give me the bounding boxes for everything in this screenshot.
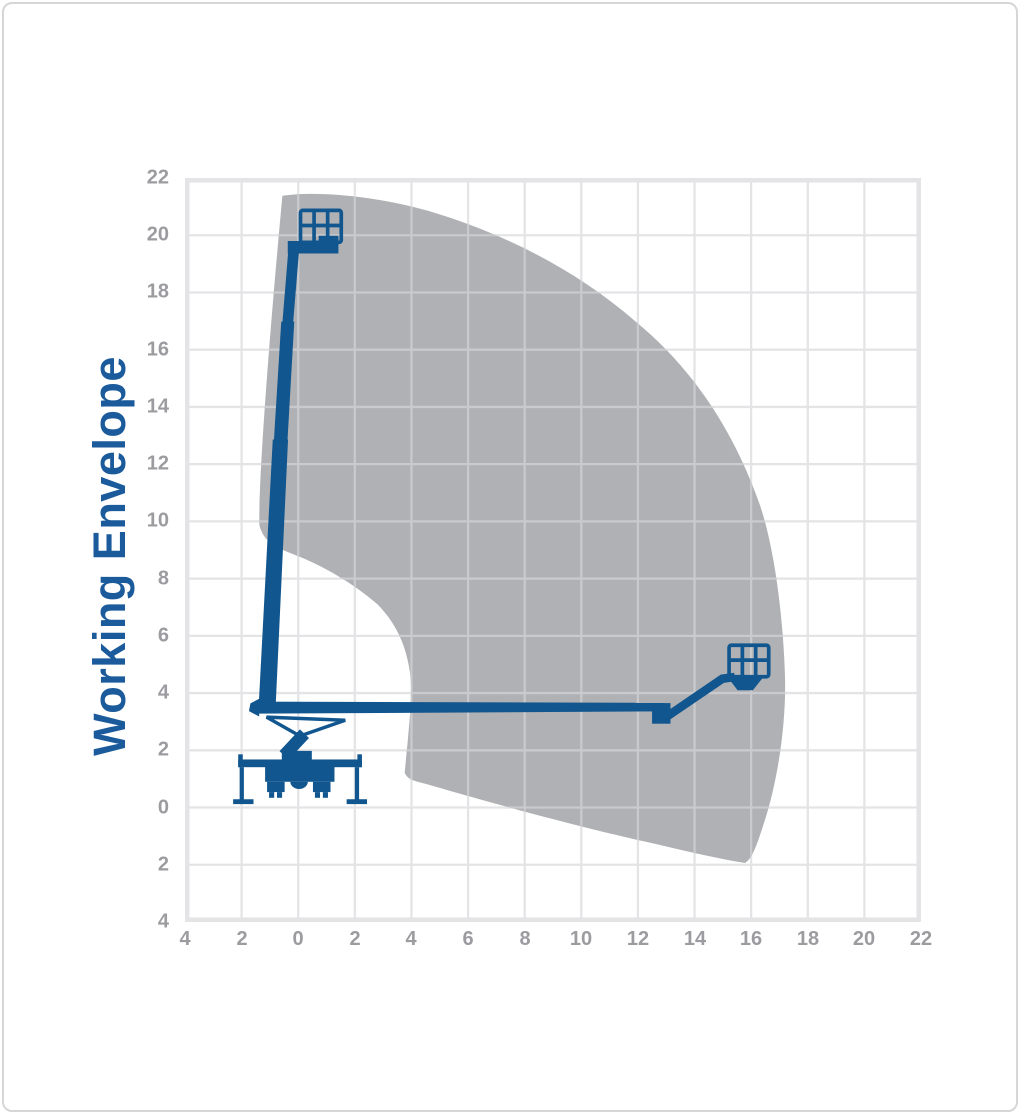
outrigger-leg-right (354, 767, 360, 800)
outrigger-foot-right (346, 799, 368, 805)
y-tick-label: 12 (146, 452, 169, 475)
x-tick-label: 12 (626, 928, 650, 950)
machine-linkage (265, 715, 346, 760)
boom-lift-machine (233, 208, 771, 805)
x-tick-label: 2 (236, 928, 248, 950)
y-tick-label: 18 (146, 280, 169, 303)
plot-border (185, 178, 921, 922)
jib-arm (653, 672, 736, 720)
y-tick-label: 0 (157, 796, 169, 819)
x-tick-label: 22 (909, 928, 933, 950)
x-tick-label: 20 (852, 928, 876, 950)
wheel-right (312, 781, 331, 793)
x-tick-label: 2 (349, 928, 361, 950)
x-tick-label: 0 (292, 928, 304, 950)
x-axis-tick-labels: 4 2 0 2 4 6 8 10 12 14 16 18 20 22 (179, 928, 932, 954)
x-tick-label: 4 (405, 928, 417, 950)
y-tick-label: 16 (146, 338, 169, 361)
outrigger-foot-left (233, 799, 254, 805)
basket-bracket (727, 676, 764, 691)
x-tick-label: 8 (519, 928, 531, 950)
y-tick-label: 20 (146, 223, 169, 246)
x-tick-label: 4 (179, 928, 191, 950)
x-tick-label: 6 (462, 928, 474, 950)
wheel-left (267, 781, 285, 793)
y-tick-label: 2 (157, 738, 169, 761)
vertical-boom (258, 235, 339, 708)
y-tick-label: 4 (157, 681, 169, 704)
machine-chassis (233, 750, 368, 805)
basket-extended (727, 643, 771, 679)
y-tick-label: 22 (146, 166, 169, 189)
y-tick-label: 6 (157, 624, 169, 647)
basket-stowed (298, 208, 344, 245)
y-tick-label: 14 (146, 395, 169, 418)
plot-area (185, 178, 921, 922)
x-tick-label: 10 (569, 928, 593, 950)
outrigger-leg-left (239, 767, 244, 800)
y-tick-label: 8 (157, 567, 169, 590)
envelope-plot-svg (185, 178, 921, 922)
y-tick-label: 2 (157, 853, 169, 876)
y-axis-tick-labels: 22 20 18 16 14 12 10 8 6 4 2 0 2 4 (0, 167, 177, 933)
x-tick-label: 14 (683, 928, 707, 950)
x-tick-label: 18 (796, 928, 820, 950)
x-tick-label: 16 (739, 928, 763, 950)
y-tick-label: 10 (146, 509, 169, 532)
y-tick-label: 4 (157, 910, 169, 933)
